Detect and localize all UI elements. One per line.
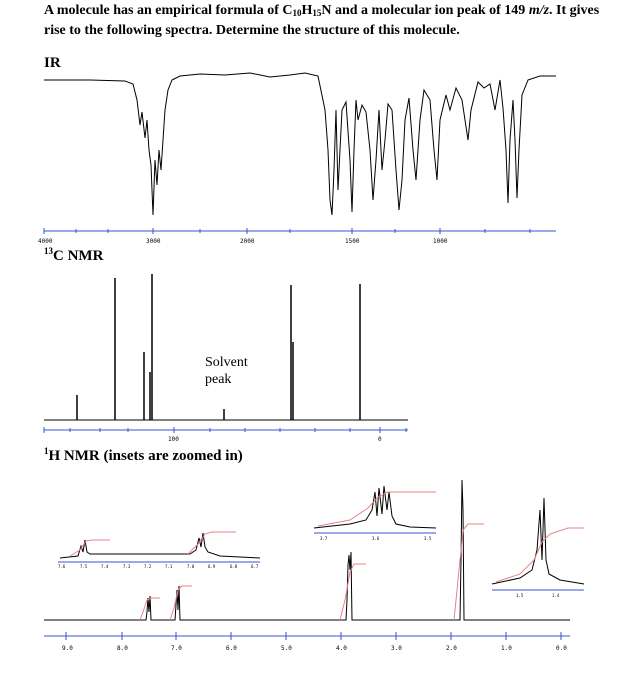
h1-integral-ch2 <box>339 563 366 621</box>
svg-text:3.5: 3.5 <box>424 536 432 541</box>
svg-text:7.0: 7.0 <box>187 564 195 569</box>
svg-text:3.6: 3.6 <box>372 536 380 541</box>
h1-inset-aromatic: 7.6 7.5 7.4 7.3 7.2 7.1 7.0 6.9 6.8 6.7 <box>58 531 261 569</box>
h1-tick-9: 9.0 <box>62 645 73 652</box>
svg-text:7.5: 7.5 <box>80 564 88 569</box>
h1-label: 1H NMR (insets are zoomed in) <box>44 446 243 464</box>
c13-tick-100: 100 <box>168 436 179 443</box>
c13-tick-0: 0 <box>378 436 382 443</box>
svg-text:6.9: 6.9 <box>208 564 216 569</box>
question-text: A molecule has an empirical formula of C… <box>44 3 600 38</box>
h1-tick-6: 6.0 <box>226 645 237 652</box>
solvent-peak-annotation: Solvent peak <box>205 355 248 387</box>
h1-tick-4: 4.0 <box>336 645 347 652</box>
c13-label: 13C NMR <box>44 246 104 264</box>
h1-tick-8: 8.0 <box>117 645 128 652</box>
h1-spectrum: 9.0 8.0 7.0 6.0 5.0 4.0 3.0 2.0 1.0 0.0 <box>44 479 570 652</box>
svg-text:7.3: 7.3 <box>123 564 131 569</box>
h1-tick-3: 3.0 <box>391 645 402 652</box>
svg-text:7.1: 7.1 <box>165 564 173 569</box>
svg-text:7.6: 7.6 <box>58 564 66 569</box>
ir-label: IR <box>44 55 61 71</box>
h1-inset-ch2: 3.7 3.6 3.5 <box>313 485 437 541</box>
h1-trace <box>44 479 570 621</box>
h1-integral-aromatic-2 <box>169 585 192 621</box>
ir-tick-1000: 1000 <box>433 238 448 245</box>
h1-inset-ch3: 1.5 1.4 <box>491 497 585 598</box>
ir-tick-2000: 2000 <box>240 238 255 245</box>
ir-tick-1500: 1500 <box>345 238 360 245</box>
svg-text:1.4: 1.4 <box>552 593 560 598</box>
h1-tick-2: 2.0 <box>446 645 457 652</box>
ir-tick-4000: 4000 <box>38 238 53 245</box>
ir-tick-3000: 3000 <box>146 238 161 245</box>
h1-tick-5: 5.0 <box>281 645 292 652</box>
svg-text:6.8: 6.8 <box>230 564 238 569</box>
ir-trace <box>44 72 556 216</box>
h1-integral-ch3 <box>453 523 484 621</box>
h1-tick-7: 7.0 <box>171 645 182 652</box>
svg-text:3.7: 3.7 <box>320 536 328 541</box>
ir-spectrum: 4000 3000 2000 1500 1000 <box>38 72 556 245</box>
h1-tick-0: 0.0 <box>556 645 567 652</box>
svg-text:7.2: 7.2 <box>144 564 152 569</box>
h1-integral-aromatic-1 <box>139 597 160 621</box>
svg-text:7.4: 7.4 <box>101 564 109 569</box>
svg-text:1.5: 1.5 <box>516 593 524 598</box>
c13-spectrum <box>43 274 408 433</box>
h1-tick-1: 1.0 <box>501 645 512 652</box>
svg-text:6.7: 6.7 <box>251 564 259 569</box>
